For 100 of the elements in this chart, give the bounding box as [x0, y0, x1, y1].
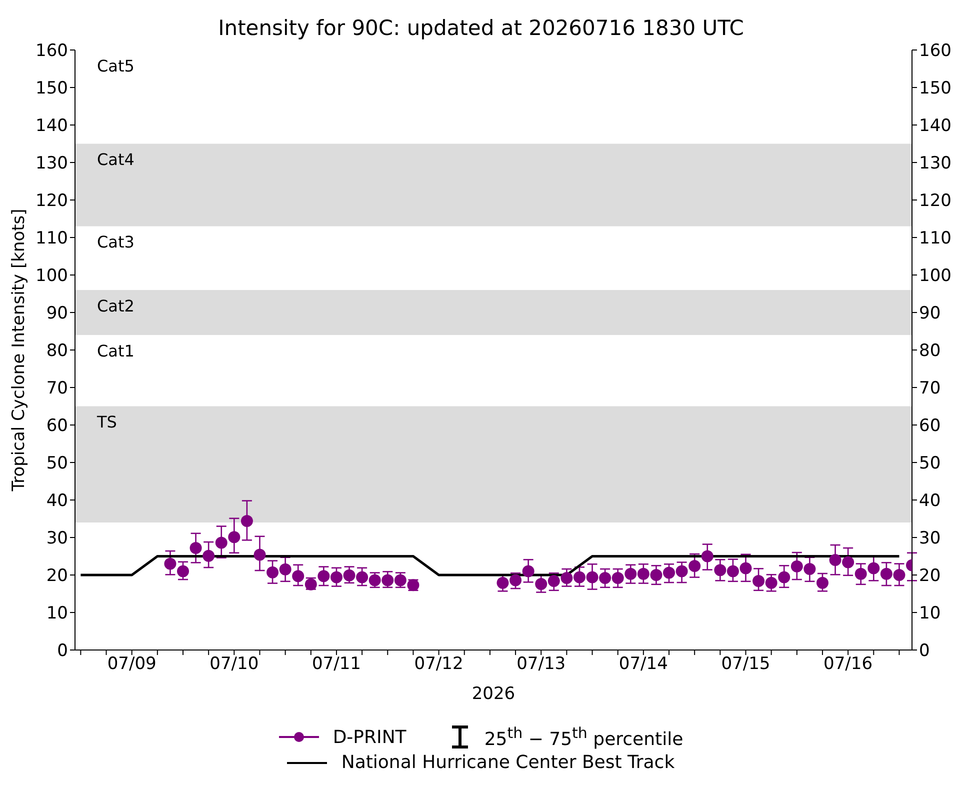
point — [765, 576, 778, 589]
x-axis-title: 2026 — [472, 684, 516, 704]
point — [548, 575, 560, 587]
band-label: Cat4 — [97, 150, 134, 170]
point — [279, 563, 292, 576]
point — [650, 569, 662, 581]
point — [177, 565, 189, 578]
point — [624, 568, 637, 580]
point — [254, 548, 266, 561]
point — [804, 563, 816, 575]
y-axis-title: Tropical Cyclone Intensity [knots] — [9, 208, 30, 492]
y-tick-label: 30 — [46, 528, 68, 549]
point — [343, 569, 356, 582]
point — [292, 570, 304, 582]
x-tick-label: 07/14 — [618, 654, 668, 674]
chart-title: Intensity for 90C: updated at 20260716 1830 UTC — [217, 16, 745, 40]
y-tick-label: 160 — [36, 41, 68, 62]
annotation: Cat3 — [97, 232, 134, 252]
y-tick-label: 80 — [46, 341, 68, 362]
y2-tick-label: 50 — [919, 454, 941, 474]
point — [790, 560, 803, 572]
y2-tick-label: 30 — [919, 528, 941, 549]
legend-label: National Hurricane Center Best Track — [341, 752, 675, 773]
point — [752, 575, 765, 587]
annotation: Cat5 — [97, 56, 134, 76]
y2-tick-label: 140 — [919, 116, 952, 136]
y-tick-label: 0 — [57, 641, 68, 662]
y2-tick-label: 0 — [919, 641, 930, 662]
point — [228, 531, 240, 544]
x-tick-label: 07/13 — [516, 654, 566, 674]
point — [599, 572, 612, 584]
y-tick-label: 10 — [46, 604, 68, 624]
y-tick-label: 110 — [36, 228, 68, 249]
y2-tick-label: 40 — [919, 491, 941, 512]
point — [612, 572, 624, 584]
point — [240, 515, 253, 527]
point — [829, 554, 842, 566]
point — [522, 565, 534, 578]
band-label: TS — [96, 412, 117, 432]
annotation: Cat1 — [97, 341, 134, 360]
text: 25$^{th}$ − 75$^{th}$ percentile — [484, 724, 684, 750]
band-label: Cat2 — [97, 296, 134, 316]
point — [190, 542, 202, 554]
y-tick-label: 20 — [46, 566, 68, 586]
legend-label: D-PRINT — [332, 726, 406, 748]
y-tick-label: 140 — [36, 116, 68, 136]
point — [880, 568, 892, 580]
point — [356, 571, 368, 584]
y2-tick-label: 100 — [919, 266, 952, 286]
x-tick-label: 07/15 — [721, 654, 770, 674]
y2-tick-label: 70 — [919, 378, 941, 399]
point — [816, 576, 828, 589]
y-tick-label: 70 — [46, 378, 68, 399]
point — [663, 566, 675, 579]
point — [842, 556, 854, 568]
point — [893, 569, 906, 581]
y-tick-label: 50 — [46, 454, 68, 474]
point — [330, 571, 342, 584]
point — [637, 568, 650, 580]
y2-tick-label: 150 — [919, 78, 952, 99]
y-tick-label: 60 — [46, 416, 68, 436]
point — [266, 566, 279, 578]
point — [164, 558, 176, 570]
point — [202, 550, 215, 562]
point — [726, 565, 739, 578]
y2-tick-label: 130 — [919, 154, 952, 174]
point — [688, 560, 701, 572]
y-tick-label: 40 — [46, 491, 68, 512]
y-tick-label: 90 — [46, 304, 68, 324]
y2-tick-label: 120 — [919, 191, 952, 212]
y2-tick-label: 20 — [919, 566, 941, 586]
point — [676, 565, 688, 578]
y2-tick-label: 110 — [919, 228, 952, 249]
point — [740, 562, 752, 574]
point — [535, 578, 548, 590]
point — [714, 564, 726, 576]
point — [215, 536, 228, 549]
point — [496, 576, 509, 589]
y2-tick-label: 80 — [919, 341, 941, 362]
y2-tick-label: 160 — [919, 41, 952, 62]
point — [560, 572, 573, 584]
y2-tick-label: 60 — [919, 416, 941, 436]
point — [868, 562, 880, 574]
x-tick-label: 07/16 — [824, 654, 873, 674]
point — [318, 570, 330, 582]
y2-tick-label: 90 — [919, 304, 941, 324]
x-tick-label: 07/11 — [312, 654, 361, 674]
x-tick-label: 07/12 — [414, 654, 464, 674]
point — [701, 550, 714, 562]
point — [854, 568, 867, 580]
y-tick-label: 120 — [36, 191, 68, 212]
point — [778, 571, 790, 584]
point — [573, 571, 586, 584]
y2-tick-label: 10 — [919, 604, 941, 624]
point — [586, 571, 598, 584]
x-tick-label: 07/09 — [107, 654, 156, 674]
x-tick-label: 07/10 — [210, 654, 259, 674]
y-tick-label: 100 — [36, 266, 68, 286]
y-tick-label: 130 — [36, 154, 68, 174]
y-tick-label: 150 — [36, 78, 68, 99]
